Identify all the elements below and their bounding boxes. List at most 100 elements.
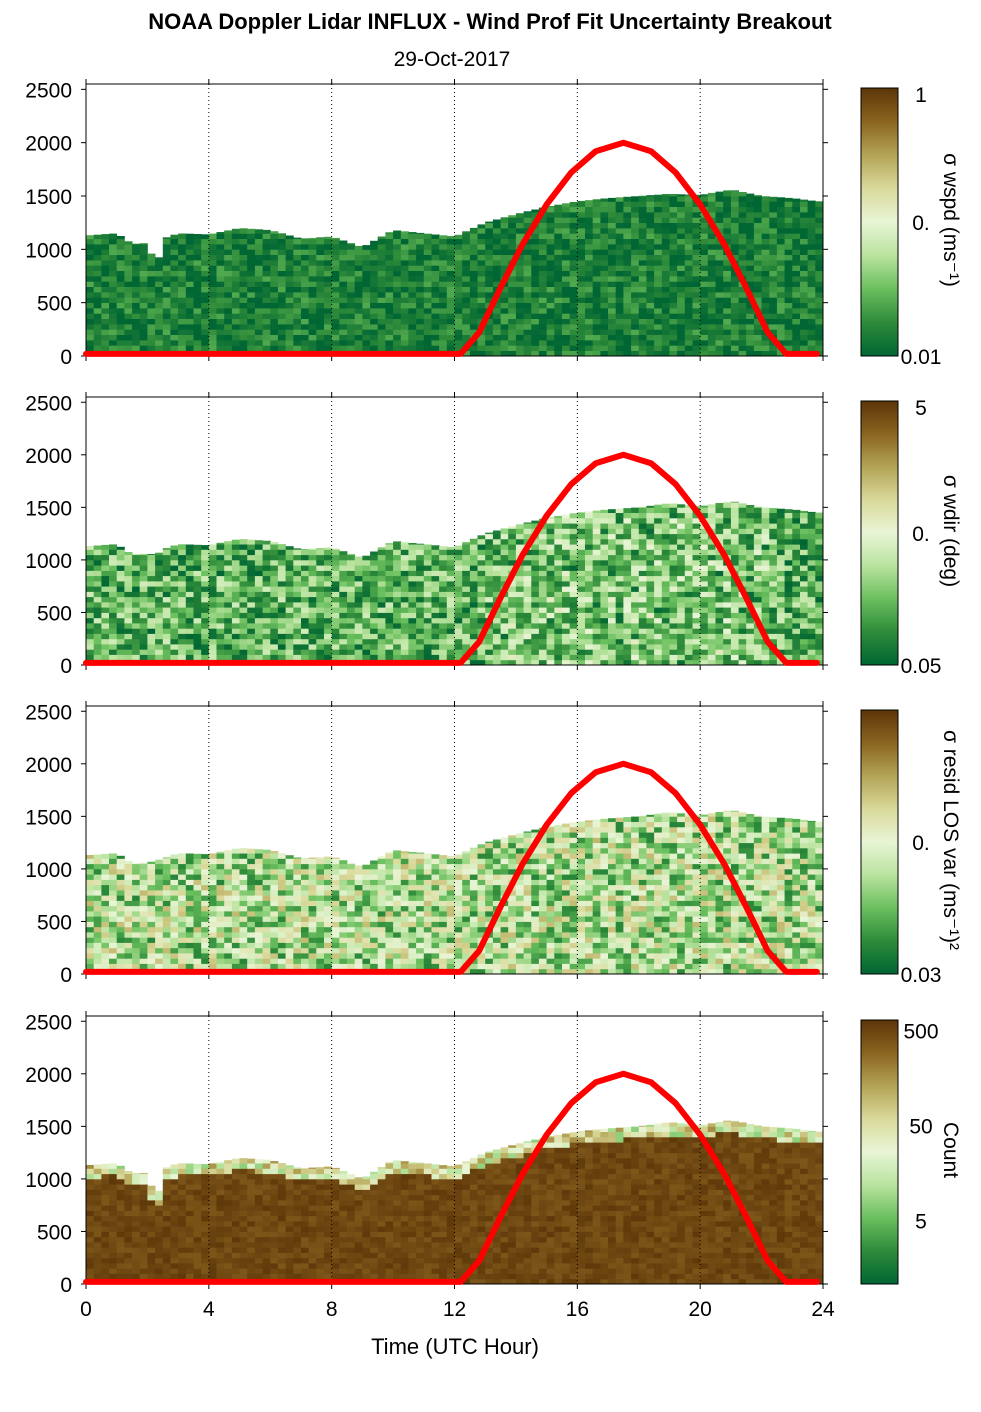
heatmap-cell	[139, 281, 148, 287]
heatmap-cell	[531, 523, 540, 529]
heatmap-cell	[254, 540, 263, 545]
heatmap-cell	[485, 260, 494, 266]
heatmap-cell	[93, 286, 102, 293]
heatmap-cell	[531, 596, 540, 603]
heatmap-cell	[347, 329, 356, 335]
heatmap-cell	[776, 265, 785, 271]
heatmap-cell	[677, 297, 686, 303]
heatmap-cell	[301, 591, 310, 598]
heatmap-cell	[692, 612, 701, 619]
heatmap-cell	[769, 575, 778, 582]
heatmap-cell	[538, 265, 547, 271]
heatmap-cell	[316, 575, 325, 582]
heatmap-cell	[723, 575, 732, 582]
heatmap-cell	[615, 254, 624, 261]
heatmap-cell	[692, 549, 701, 556]
heatmap-cell	[439, 649, 448, 655]
heatmap-cell	[692, 580, 701, 587]
heatmap-cell	[93, 302, 102, 309]
heatmap-cell	[769, 528, 778, 535]
heatmap-cell	[377, 547, 386, 550]
heatmap-cell	[615, 596, 624, 603]
heatmap-cell	[562, 206, 571, 213]
heatmap-cell	[500, 340, 509, 346]
heatmap-cell	[109, 607, 118, 613]
heatmap-cell	[224, 292, 233, 298]
heatmap-cell	[408, 324, 417, 330]
heatmap-cell	[86, 591, 95, 598]
heatmap-cell	[615, 260, 624, 266]
heatmap-cell	[231, 654, 240, 661]
heatmap-cell	[638, 659, 647, 666]
heatmap-cell	[331, 559, 340, 566]
heatmap-cell	[86, 638, 95, 645]
heatmap-cell	[615, 238, 624, 245]
heatmap-cell	[377, 324, 386, 330]
heatmap-cell	[285, 249, 294, 255]
heatmap-cell	[723, 512, 732, 519]
heatmap-cell	[569, 206, 578, 213]
heatmap-cell	[308, 265, 317, 271]
heatmap-cell	[769, 549, 778, 556]
heatmap-cell	[707, 281, 716, 287]
heatmap-cell	[216, 318, 225, 325]
heatmap-cell	[316, 554, 325, 561]
heatmap-cell	[661, 559, 670, 566]
heatmap-cell	[746, 228, 755, 234]
heatmap-cell	[400, 554, 409, 561]
heatmap-cell	[677, 270, 686, 277]
heatmap-cell	[661, 345, 670, 351]
heatmap-cell	[623, 659, 632, 666]
heatmap-cell	[362, 286, 371, 293]
heatmap-cell	[301, 549, 310, 550]
heatmap-cell	[224, 607, 233, 613]
heatmap-cell	[270, 281, 279, 287]
heatmap-cell	[339, 345, 348, 351]
heatmap-cell	[216, 596, 225, 603]
heatmap-cell	[684, 559, 693, 566]
heatmap-cell	[339, 297, 348, 303]
heatmap-cell	[707, 228, 716, 234]
heatmap-cell	[761, 297, 770, 303]
heatmap-cell	[86, 565, 95, 571]
heatmap-cell	[431, 292, 440, 298]
heatmap-cell	[162, 559, 171, 566]
heatmap-cell	[554, 281, 563, 287]
heatmap-cell	[477, 276, 486, 282]
heatmap-cell	[646, 292, 655, 298]
heatmap-cell	[692, 596, 701, 603]
heatmap-cell	[523, 649, 532, 655]
heatmap-cell	[746, 628, 755, 634]
heatmap-cell	[301, 238, 310, 245]
heatmap-cell	[723, 233, 732, 239]
heatmap-cell	[347, 601, 356, 608]
heatmap-cell	[608, 654, 617, 661]
heatmap-cell	[661, 549, 670, 556]
heatmap-cell	[408, 612, 417, 619]
heatmap-cell	[485, 570, 494, 577]
heatmap-cell	[454, 580, 463, 587]
heatmap-cell	[377, 601, 386, 608]
heatmap-cell	[293, 281, 302, 287]
heatmap-cell	[769, 324, 778, 330]
heatmap-cell	[324, 324, 333, 330]
heatmap-cell	[661, 565, 670, 571]
heatmap-cell	[316, 580, 325, 587]
heatmap-cell	[508, 644, 517, 650]
heatmap-cell	[408, 276, 417, 282]
heatmap-cell	[93, 329, 102, 335]
heatmap-cell	[254, 260, 263, 266]
heatmap-cell	[608, 197, 617, 202]
heatmap-cell	[308, 281, 317, 287]
heatmap-cell	[569, 308, 578, 314]
heatmap-cell	[738, 533, 747, 540]
heatmap-cell	[178, 260, 187, 266]
heatmap-cell	[193, 270, 202, 277]
heatmap-cell	[477, 559, 486, 566]
heatmap-cell	[254, 324, 263, 330]
heatmap-cell	[669, 228, 678, 234]
heatmap-cell	[285, 649, 294, 655]
heatmap-cell	[638, 506, 647, 508]
heatmap-cell	[669, 212, 678, 218]
heatmap-cell	[631, 249, 640, 255]
